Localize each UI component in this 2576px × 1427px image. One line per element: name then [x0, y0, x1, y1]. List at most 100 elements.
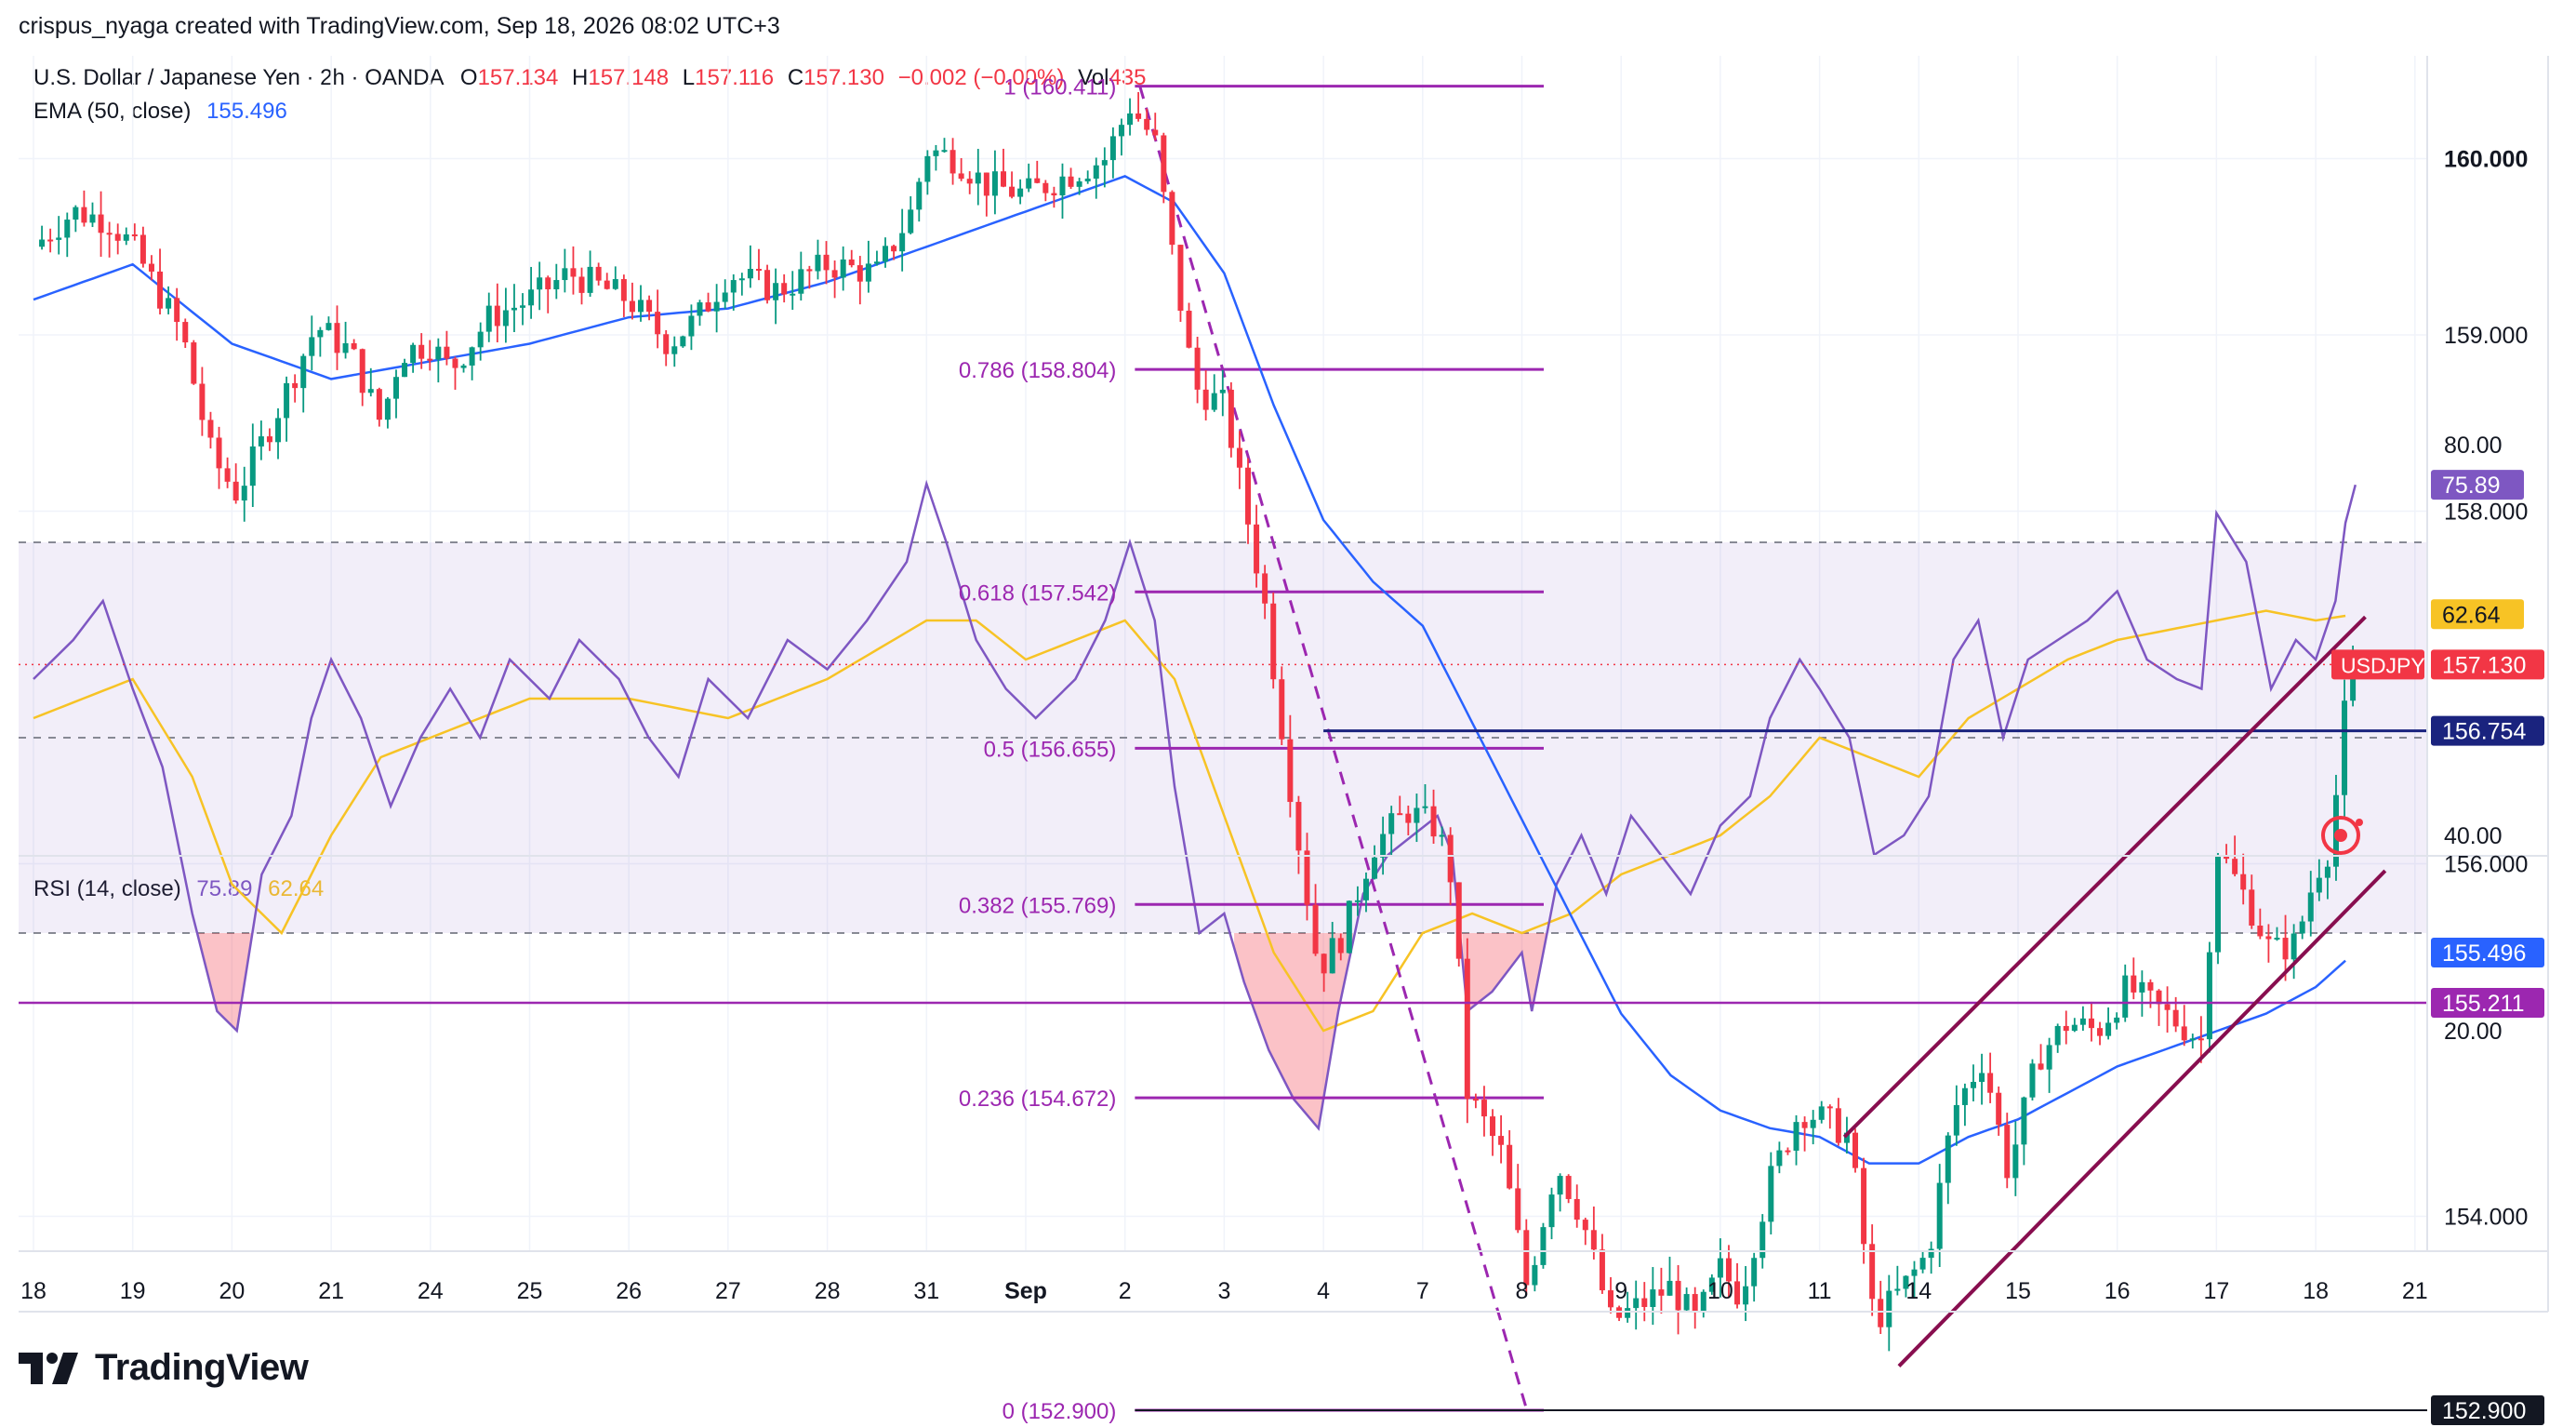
candle-down	[2249, 889, 2255, 927]
symbol-title[interactable]: U.S. Dollar / Japanese Yen · 2h · OANDA	[33, 65, 444, 90]
rsi-tag-bg	[2431, 599, 2524, 630]
candle-up	[1548, 1194, 1555, 1228]
candle-up	[1970, 1081, 1976, 1088]
candle-down	[2097, 1028, 2104, 1036]
candle-down	[1590, 1230, 1597, 1250]
candle-up	[1540, 1227, 1547, 1265]
fib-level-label: 0.618 (157.542)	[959, 580, 1116, 606]
candle-up	[562, 268, 568, 281]
tradingview-logo[interactable]: TradingView	[19, 1347, 309, 1389]
price-tick-label: 154.000	[2444, 1205, 2528, 1231]
candle-down	[1202, 389, 1209, 410]
candle-down	[1144, 118, 1150, 130]
candle-up	[64, 220, 71, 238]
candle-down	[148, 263, 154, 272]
candle-up	[39, 239, 46, 247]
candle-up	[1093, 165, 1099, 180]
ema-line	[33, 175, 2346, 1165]
candle-down	[545, 277, 551, 289]
candle-down	[1835, 1108, 1841, 1143]
target-icon-center	[2334, 829, 2347, 842]
candle-up	[392, 377, 399, 399]
candle-down	[1455, 882, 1462, 959]
candle-up	[1759, 1221, 1766, 1259]
candle-down	[1000, 171, 1006, 187]
time-tick-label: 26	[616, 1278, 642, 1304]
ohlc-c-value: 157.130	[803, 65, 884, 90]
candle-up	[435, 346, 442, 360]
candle-down	[334, 323, 340, 353]
time-tick-label: 21	[318, 1278, 344, 1304]
candle-up	[1439, 834, 1445, 837]
candle-up	[410, 344, 417, 364]
candle-up	[908, 209, 914, 233]
candle-down	[1152, 129, 1159, 136]
time-tick-label: 15	[2005, 1278, 2031, 1304]
candle-down	[856, 265, 863, 282]
target-icon	[2321, 816, 2360, 855]
candle-down	[47, 239, 54, 242]
candle-up	[2054, 1025, 2061, 1046]
candle-down	[1616, 1307, 1623, 1318]
candle-up	[1919, 1258, 1926, 1270]
candle-down	[1565, 1176, 1572, 1199]
candle-down	[418, 344, 425, 359]
candle-up	[1936, 1182, 1943, 1249]
candle-down	[157, 271, 164, 309]
rsi-legend[interactable]: RSI (14, close) 75.89 62.64	[33, 876, 324, 902]
attribution-text: crispus_nyaga created with TradingView.c…	[19, 13, 780, 39]
candle-down	[755, 269, 762, 272]
candle-up	[2274, 938, 2280, 940]
candle-up	[1017, 188, 1024, 197]
candle-down	[351, 343, 357, 350]
candle-down	[2282, 938, 2289, 960]
candle-up	[1776, 1150, 1783, 1167]
candle-down	[1304, 850, 1310, 905]
candle-up	[2105, 1022, 2112, 1036]
candle-up	[325, 323, 332, 330]
rsi-tag: 75.89	[2442, 473, 2501, 499]
ema-legend-label: EMA (50, close)	[33, 99, 192, 124]
candle-down	[1861, 1167, 1867, 1245]
candle-down	[139, 234, 146, 264]
candle-down	[232, 481, 239, 501]
candle-up	[1911, 1269, 1918, 1276]
candle-down	[207, 420, 214, 438]
candle-up	[1026, 178, 1032, 189]
candle-up	[916, 181, 923, 210]
candle-up	[2139, 981, 2145, 993]
rsi-oversold-fill	[197, 933, 252, 1031]
candle-down	[216, 437, 222, 469]
candle-up	[469, 347, 475, 366]
candle-down	[1254, 524, 1260, 574]
candle-down	[224, 468, 231, 482]
rsi-tag: 62.64	[2442, 602, 2501, 628]
candle-up	[2012, 1144, 2019, 1179]
candle-up	[477, 331, 484, 348]
candle-up	[537, 277, 543, 290]
candle-up	[342, 343, 349, 353]
candle-down	[848, 259, 855, 266]
candle-up	[1979, 1073, 1985, 1082]
time-tick-label: 14	[1905, 1278, 1932, 1304]
ema-legend[interactable]: EMA (50, close) 155.496	[33, 99, 287, 125]
volume-label: Vol	[1078, 65, 1109, 90]
candle-down	[1801, 1122, 1808, 1128]
candle-up	[1380, 834, 1387, 858]
candle-up	[1059, 176, 1066, 196]
candle-down	[2257, 926, 2264, 937]
candle-up	[309, 337, 315, 356]
candle-up	[975, 172, 981, 184]
candle-up	[865, 263, 871, 282]
candle-up	[123, 233, 129, 241]
price-tick-label: 159.000	[2444, 323, 2528, 349]
candle-up	[1768, 1166, 1774, 1222]
fibonacci-retracement[interactable]: 1 (160.411) 0.786 (158.804) 0.618 (157.542…	[959, 75, 2427, 1424]
time-tick-label: 8	[1516, 1278, 1529, 1304]
candle-down	[1161, 135, 1167, 193]
drawings[interactable]	[19, 615, 2427, 1367]
price-tick-label: 158.000	[2444, 500, 2528, 526]
candle-down	[806, 269, 813, 272]
price-tag-bg	[2431, 1394, 2544, 1425]
